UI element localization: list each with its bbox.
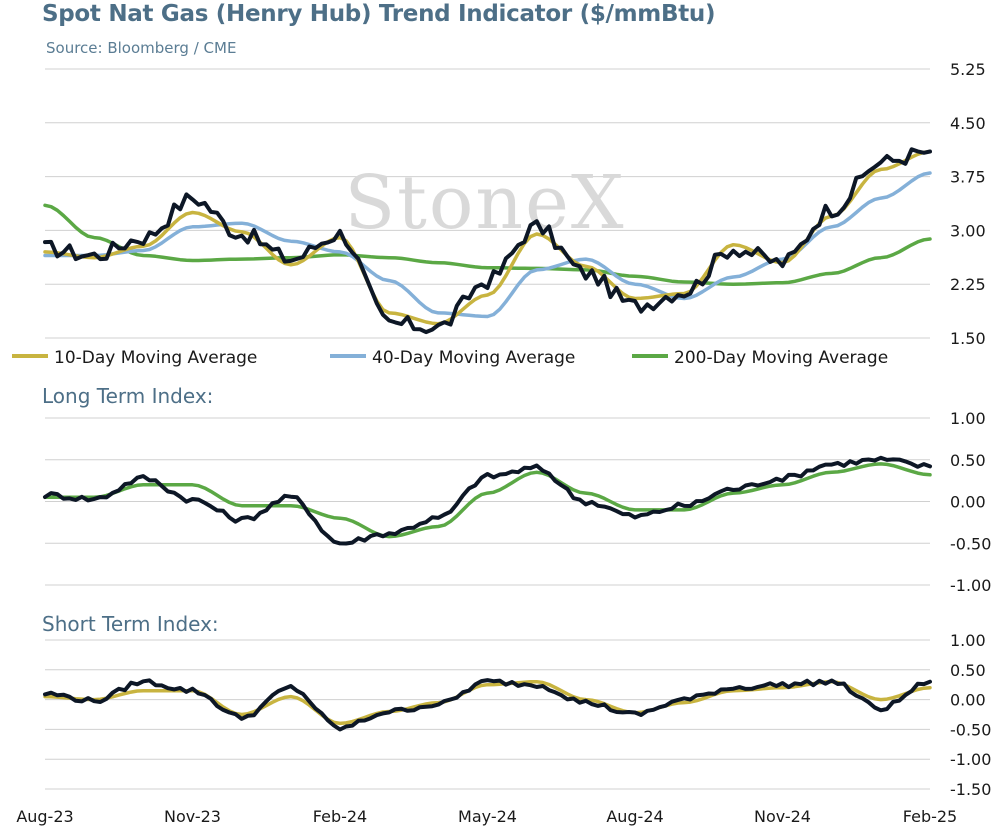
y-tick-label: 3.75 — [950, 168, 986, 187]
x-tick-label: Nov-24 — [754, 807, 811, 826]
y-tick-label: 1.00 — [950, 631, 986, 650]
y-tick-label: 0.00 — [950, 493, 986, 512]
chart-title: Spot Nat Gas (Henry Hub) Trend Indicator… — [42, 1, 716, 27]
legend-label: 40-Day Moving Average — [372, 348, 575, 368]
x-tick-label: Aug-24 — [606, 807, 663, 826]
chart-source: Source: Bloomberg / CME — [46, 39, 237, 57]
legend-label: 200-Day Moving Average — [674, 348, 888, 368]
series-line-ma200 — [43, 203, 932, 286]
y-tick-label: 1.00 — [950, 409, 986, 428]
y-tick-label: 0.00 — [950, 691, 986, 710]
y-tick-label: 2.25 — [950, 275, 986, 294]
series-line-index — [43, 678, 932, 732]
series-line-ma40 — [43, 171, 932, 319]
long-term-index-title: Long Term Index: — [42, 384, 214, 408]
series-line-price — [43, 147, 932, 335]
y-tick-label: 1.50 — [950, 329, 986, 348]
y-tick-label: 0.50 — [950, 661, 986, 680]
y-tick-label: -1.50 — [950, 780, 991, 799]
y-tick-label: -1.00 — [950, 576, 991, 595]
y-tick-label: -0.50 — [950, 534, 991, 553]
short-term-index-title: Short Term Index: — [42, 612, 219, 636]
series-line-index-ma — [43, 462, 932, 539]
x-tick-label: May-24 — [458, 807, 517, 826]
y-tick-label: -0.50 — [950, 720, 991, 739]
y-tick-label: 3.00 — [950, 221, 986, 240]
x-tick-label: Aug-23 — [16, 807, 73, 826]
x-tick-label: Feb-24 — [313, 807, 367, 826]
y-tick-label: 0.50 — [950, 451, 986, 470]
y-tick-label: 5.25 — [950, 60, 986, 79]
y-tick-label: 4.50 — [950, 114, 986, 133]
y-tick-label: -1.00 — [950, 750, 991, 769]
series-line-index — [43, 455, 932, 546]
x-tick-label: Feb-25 — [903, 807, 957, 826]
x-tick-label: Nov-23 — [164, 807, 221, 826]
legend-label: 10-Day Moving Average — [54, 348, 257, 368]
stonex-watermark: StoneX — [344, 160, 625, 246]
